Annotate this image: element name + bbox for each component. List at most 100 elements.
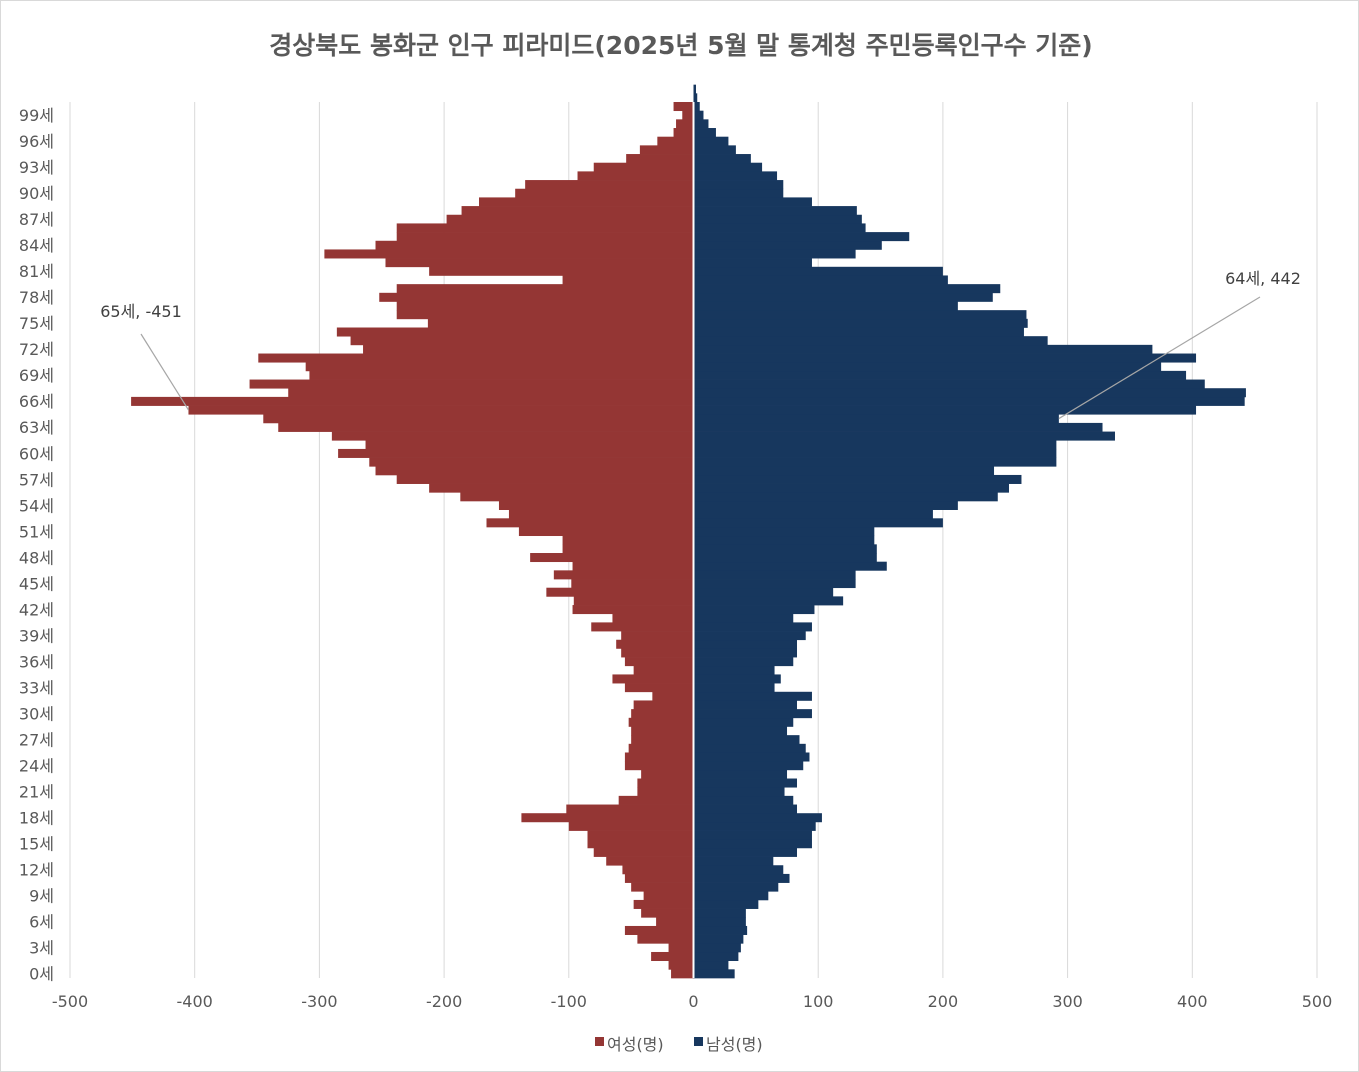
y-tick-12: 12세 <box>19 861 54 880</box>
y-tick-66: 66세 <box>19 392 54 411</box>
female-bar-age-43 <box>573 596 694 606</box>
female-bar-age-58 <box>375 466 694 476</box>
male-bar-age-6 <box>693 917 746 927</box>
x-tick-10: 500 <box>1302 992 1333 1011</box>
y-tick-21: 21세 <box>19 783 54 802</box>
y-tick-87: 87세 <box>19 210 54 229</box>
x-tick-1: -400 <box>177 992 213 1011</box>
chart-title: 경상북도 봉화군 인구 피라미드(2025년 5월 말 통계청 주민등록인구수 … <box>269 31 1092 60</box>
female-bar-age-68 <box>249 379 694 389</box>
female-bar-age-24 <box>624 761 694 771</box>
female-bar-age-97 <box>673 128 694 138</box>
female-bar-age-11 <box>624 873 694 883</box>
y-tick-24: 24세 <box>19 757 54 776</box>
male-bar-age-32 <box>693 691 812 701</box>
male-bar-age-83 <box>693 249 856 259</box>
female-bar-age-50 <box>562 535 694 545</box>
male-bar-age-75 <box>693 318 1028 328</box>
x-tick-0: -500 <box>52 992 88 1011</box>
female-bar-age-80 <box>562 275 694 285</box>
male-bar-age-62 <box>693 431 1115 441</box>
male-bar-age-17 <box>693 821 816 831</box>
male-bar-age-27 <box>693 735 800 745</box>
male-bar-age-79 <box>693 284 1001 294</box>
female-bar-age-39 <box>621 631 694 641</box>
male-bar-age-12 <box>693 865 784 875</box>
female-bar-age-86 <box>396 223 694 233</box>
x-tick-8: 300 <box>1052 992 1083 1011</box>
male-bar-age-30 <box>693 709 812 719</box>
female-bar-age-64 <box>263 414 694 424</box>
male-bar-age-2 <box>693 951 739 962</box>
male-bar-age-76 <box>693 310 1027 320</box>
x-tick-2: -300 <box>301 992 337 1011</box>
male-bar-age-64 <box>693 414 1059 424</box>
female-bar-age-1 <box>668 960 694 970</box>
female-bar-age-19 <box>566 804 694 814</box>
female-bar-age-89 <box>479 197 694 207</box>
female-bar-age-9 <box>643 891 694 901</box>
male-bar-age-85 <box>693 232 910 242</box>
female-bar-age-67 <box>288 388 694 398</box>
male-bar-age-80 <box>693 275 948 285</box>
y-tick-27: 27세 <box>19 730 54 749</box>
male-bar-age-1 <box>693 960 729 970</box>
female-bar-age-10 <box>631 882 694 892</box>
female-bar-age-31 <box>633 700 694 710</box>
y-axis-tick-labels: 0세 3세 6세 9세 12세 15세 18세 21세 24세 27세 30세 33세 36세 39세 42… <box>19 106 54 984</box>
female-bar-age-36 <box>624 657 694 667</box>
x-tick-6: 100 <box>803 992 834 1011</box>
female-bar-age-71 <box>258 353 694 363</box>
y-tick-90: 90세 <box>19 184 54 203</box>
y-tick-30: 30세 <box>19 704 54 723</box>
legend: 여성(명) 남성(명) <box>595 1035 763 1054</box>
female-bar-age-37 <box>621 648 694 658</box>
female-bar-age-82 <box>385 258 694 268</box>
female-bar-age-75 <box>427 318 694 328</box>
male-bar-age-74 <box>693 327 1024 337</box>
y-tick-69: 69세 <box>19 366 54 385</box>
female-bar-age-55 <box>460 492 694 502</box>
male-bar-age-73 <box>693 336 1048 346</box>
male-bar-age-77 <box>693 301 958 311</box>
female-bar-age-45 <box>571 579 694 589</box>
female-bar-age-14 <box>593 847 694 857</box>
female-bar-age-15 <box>587 839 694 849</box>
x-axis-tick-labels: -500 -400 -300 -200 -100 0 100 200 300 400 500 <box>52 992 1332 1011</box>
y-tick-36: 36세 <box>19 652 54 671</box>
female-bar-age-46 <box>553 570 694 580</box>
male-bar-age-43 <box>693 596 844 606</box>
male-bar-age-9 <box>693 891 769 901</box>
male-bar-age-78 <box>693 292 993 302</box>
female-bar-age-22 <box>637 778 694 788</box>
female-bar-age-63 <box>278 422 694 432</box>
male-bar-age-29 <box>693 717 794 727</box>
y-tick-81: 81세 <box>19 262 54 281</box>
male-bar-age-19 <box>693 804 798 814</box>
female-bar-age-90 <box>515 188 694 198</box>
male-bar-age-92 <box>693 171 778 181</box>
y-tick-48: 48세 <box>19 548 54 567</box>
male-bar-age-98 <box>693 119 709 129</box>
female-bar-age-96 <box>657 136 694 146</box>
male-bar-age-56 <box>693 483 1009 493</box>
y-tick-0: 0세 <box>29 965 54 984</box>
female-bar-age-16 <box>587 830 694 840</box>
female-bar-age-53 <box>508 509 694 519</box>
female-bar-age-95 <box>639 145 694 155</box>
male-bar-age-45 <box>693 579 856 589</box>
legend-label-1: 남성(명) <box>706 1035 763 1054</box>
annotation-leader-1 <box>1058 296 1261 420</box>
y-tick-63: 63세 <box>19 418 54 437</box>
female-bar-age-6 <box>656 917 694 927</box>
male-bar-age-40 <box>693 622 812 632</box>
y-tick-72: 72세 <box>19 340 54 359</box>
female-bar-age-23 <box>641 769 694 779</box>
male-bar-age-35 <box>693 665 775 675</box>
female-bar-age-57 <box>396 474 694 484</box>
male-bar-age-100 <box>693 102 700 112</box>
y-tick-51: 51세 <box>19 522 54 541</box>
female-bar-age-61 <box>365 440 694 450</box>
female-bar-age-52 <box>486 518 694 528</box>
